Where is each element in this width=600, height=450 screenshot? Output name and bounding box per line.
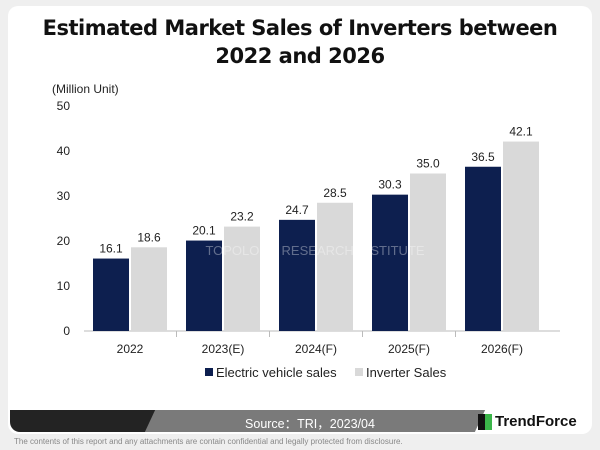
bar-inverter <box>410 173 446 331</box>
y-tick-label: 50 <box>57 99 71 113</box>
trendforce-logo: TrendForce <box>478 413 577 430</box>
brand-name: TrendForce <box>495 413 577 430</box>
bar-ev <box>279 219 315 331</box>
legend-swatch <box>355 368 363 376</box>
x-tick-label: 2026(F) <box>481 342 523 356</box>
data-label: 28.5 <box>323 186 347 200</box>
watermark: TOPOLOGY RESEARCH INSTITUTE <box>205 243 424 258</box>
data-label: 23.2 <box>230 210 254 224</box>
trendforce-logo-icon <box>478 413 492 430</box>
y-tick-label: 30 <box>57 189 71 203</box>
data-label: 16.1 <box>99 242 123 256</box>
legend-label: Inverter Sales <box>366 365 447 380</box>
data-label: 18.6 <box>137 230 161 244</box>
legend-label: Electric vehicle sales <box>216 365 337 380</box>
y-tick-label: 20 <box>57 234 71 248</box>
y-tick-label: 40 <box>57 144 71 158</box>
data-label: 42.1 <box>509 125 533 139</box>
data-label: 35.0 <box>416 157 440 171</box>
data-label: 20.1 <box>192 224 216 238</box>
y-tick-label: 10 <box>57 279 71 293</box>
x-tick-label: 2024(F) <box>295 342 337 356</box>
x-tick-label: 2023(E) <box>202 342 245 356</box>
bar-ev <box>372 194 408 331</box>
legend-swatch <box>205 368 213 376</box>
bar-inverter <box>131 247 167 331</box>
x-tick-label: 2025(F) <box>388 342 430 356</box>
bar-ev <box>93 258 129 331</box>
bar-ev <box>465 166 501 331</box>
bar-ev <box>186 240 222 331</box>
bar-inverter <box>317 202 353 331</box>
x-tick-label: 2022 <box>117 342 144 356</box>
bar-inverter <box>224 226 260 331</box>
data-label: 36.5 <box>471 150 495 164</box>
chart-title: Estimated Market Sales of Inverters betw… <box>42 16 558 68</box>
data-label: 30.3 <box>378 178 402 192</box>
disclaimer: The contents of this report and any atta… <box>14 437 403 446</box>
bar-inverter <box>503 141 539 331</box>
source-text: Source：TRI，2023/04 <box>245 417 375 431</box>
y-tick-label: 0 <box>63 324 70 338</box>
data-label: 24.7 <box>285 203 309 217</box>
y-axis-label: (Million Unit) <box>52 82 119 96</box>
